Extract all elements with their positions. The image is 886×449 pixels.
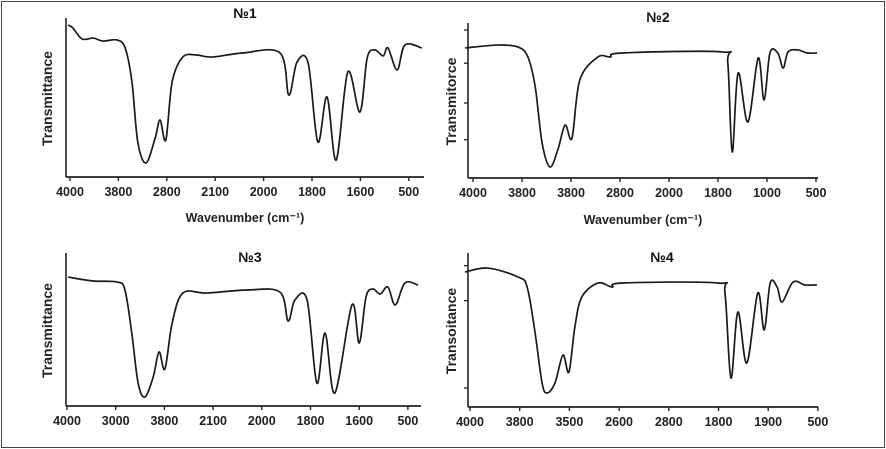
x-tick-label: 2100 [199, 414, 227, 428]
x-axis-label: Wavenumber (cm⁻¹) [584, 213, 703, 227]
x-tick-label: 4000 [459, 186, 487, 200]
x-tick-label: 4000 [456, 415, 484, 429]
panel-title: №2 [646, 9, 670, 25]
x-tick-label: 2800 [153, 185, 181, 199]
spectrum-panel-3: №3 4000 3000 3800 2100 2000 1800 1600 500 Transmi… [39, 249, 421, 428]
x-tick-label: 500 [397, 414, 418, 428]
x-tick-label: 1000 [753, 186, 781, 200]
x-tick-label: 2000 [655, 186, 683, 200]
x-tick-label: 3000 [102, 414, 130, 428]
panel-title: №1 [233, 5, 257, 21]
x-tick-label: 1900 [754, 415, 782, 429]
x-tick-label: 1600 [346, 185, 374, 199]
spectrum-panel-2: №2 4000 3800 3800 2800 2000 1800 1000 500 Wavenum… [443, 9, 826, 227]
x-tick-label: 3800 [104, 185, 132, 199]
x-tick-label: 1800 [705, 415, 733, 429]
x-tick-label: 1800 [704, 186, 732, 200]
x-tick-label: 2600 [605, 415, 633, 429]
x-tick-label: 1600 [345, 414, 373, 428]
x-tick-label: 3800 [557, 186, 585, 200]
y-axis-label: Transoitance [443, 288, 459, 375]
x-tick-label: 500 [807, 415, 828, 429]
x-tick-label: 4000 [53, 414, 81, 428]
x-tick-label: 3800 [506, 415, 534, 429]
y-axis-label: Transmittance [39, 283, 55, 378]
x-axis-label: Wavenumber (cm⁻¹) [186, 211, 305, 225]
x-tick-label: 1800 [298, 185, 326, 199]
spectrum-line [464, 267, 817, 394]
x-tick-label: 500 [398, 185, 419, 199]
x-tick-label: 2000 [248, 414, 276, 428]
x-tick-label: 3500 [555, 415, 583, 429]
panel-title: №4 [650, 249, 674, 265]
y-axis-label: Transmittance [39, 51, 55, 146]
spectrum-line [465, 44, 817, 168]
panel-title: №3 [238, 249, 262, 265]
spectrum-panel-1: №1 4000 3800 2800 2100 2000 1800 1600 500 Wavenum… [39, 5, 424, 225]
x-tick-label: 1800 [297, 414, 325, 428]
x-tick-label: 2000 [250, 185, 278, 199]
x-tick-label: 2800 [655, 415, 683, 429]
spectrum-line [67, 24, 423, 164]
spectrum-line [67, 276, 419, 398]
x-tick-label: 4000 [56, 185, 84, 199]
y-axis-label: Transmitorce [443, 57, 459, 145]
x-tick-label: 3800 [150, 414, 178, 428]
x-tick-label: 3800 [508, 186, 536, 200]
x-tick-label: 500 [806, 186, 827, 200]
x-tick-label: 2100 [201, 185, 229, 199]
spectrum-panel-4: №4 4000 3800 3500 2600 2800 1800 1900 500 Transoi… [443, 249, 828, 429]
x-tick-label: 2800 [606, 186, 634, 200]
